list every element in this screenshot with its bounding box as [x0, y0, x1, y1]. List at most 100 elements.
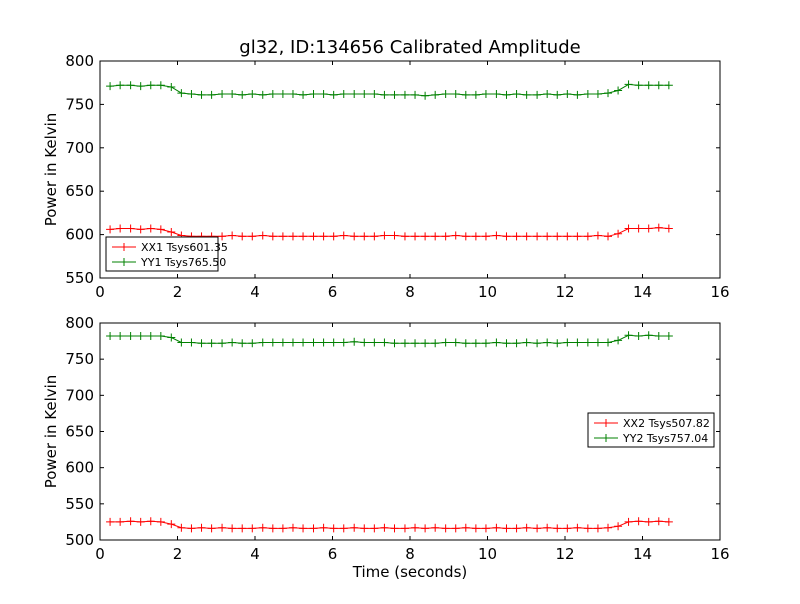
- data-point: [309, 232, 318, 241]
- data-point: [360, 232, 369, 241]
- data-point: [502, 232, 511, 241]
- data-point: [248, 232, 257, 241]
- data-point: [471, 524, 480, 533]
- data-point: [156, 81, 165, 90]
- legend-marker: [120, 258, 128, 266]
- data-point: [400, 90, 409, 99]
- series-2: [106, 80, 673, 100]
- data-point: [258, 231, 267, 240]
- data-point: [563, 89, 572, 98]
- data-point: [614, 229, 623, 238]
- series-1: [106, 517, 673, 533]
- data-point: [390, 339, 399, 348]
- data-point: [167, 83, 176, 92]
- data-point: [471, 339, 480, 348]
- data-point: [370, 524, 379, 533]
- data-point: [604, 523, 613, 532]
- data-point: [299, 338, 308, 347]
- legend-label: YY1 Tsys765.50: [140, 256, 226, 269]
- data-point: [177, 89, 186, 98]
- data-point: [116, 517, 125, 526]
- y-tick-label: 600: [65, 226, 94, 244]
- data-point: [654, 332, 663, 341]
- x-tick-label: 4: [250, 545, 260, 563]
- data-point: [644, 81, 653, 90]
- legend-marker: [602, 434, 610, 442]
- data-point: [664, 81, 673, 90]
- data-point: [583, 524, 592, 533]
- y-tick-label: 800: [65, 52, 94, 70]
- data-point: [654, 517, 663, 526]
- y-tick-label: 550: [65, 495, 94, 513]
- data-point: [502, 339, 511, 348]
- data-point: [431, 339, 440, 348]
- data-point: [146, 81, 155, 90]
- data-point: [533, 90, 542, 99]
- x-tick-label: 16: [710, 545, 729, 563]
- data-point: [299, 90, 308, 99]
- data-point: [492, 523, 501, 532]
- data-point: [126, 81, 135, 90]
- legend: XX1 Tsys601.35 YY1 Tsys765.50: [105, 236, 228, 272]
- data-point: [238, 232, 247, 241]
- data-point: [634, 517, 643, 526]
- data-point: [156, 225, 165, 234]
- x-tick-label: 6: [328, 545, 338, 563]
- data-point: [431, 232, 440, 241]
- data-point: [553, 232, 562, 241]
- y-tick-label: 800: [65, 314, 94, 332]
- data-point: [593, 338, 602, 347]
- data-point: [624, 331, 633, 340]
- series-line: [110, 520, 669, 529]
- data-point: [268, 338, 277, 347]
- data-point: [218, 232, 227, 241]
- data-point: [309, 89, 318, 98]
- data-point: [350, 89, 359, 98]
- data-point: [492, 231, 501, 240]
- data-point: [533, 524, 542, 533]
- data-point: [319, 232, 328, 241]
- data-point: [451, 231, 460, 240]
- data-point: [177, 338, 186, 347]
- data-point: [533, 232, 542, 241]
- data-point: [481, 524, 490, 533]
- subplot-1: 0 2 4 6 8 10 12 14 16 550 600 650 700 750 800 gl32, ID:…: [42, 37, 730, 301]
- data-point: [563, 338, 572, 347]
- data-point: [350, 232, 359, 241]
- data-point: [339, 89, 348, 98]
- data-point: [471, 232, 480, 241]
- data-point: [278, 338, 287, 347]
- data-point: [512, 232, 521, 241]
- data-point: [360, 524, 369, 533]
- data-point: [360, 89, 369, 98]
- data-point: [431, 90, 440, 99]
- data-point: [461, 523, 470, 532]
- data-point: [288, 232, 297, 241]
- data-point: [593, 89, 602, 98]
- data-point: [411, 90, 420, 99]
- data-point: [146, 332, 155, 341]
- data-point: [136, 82, 145, 91]
- data-point: [126, 517, 135, 526]
- data-point: [228, 89, 237, 98]
- data-point: [481, 232, 490, 241]
- data-point: [400, 232, 409, 241]
- x-tick-label: 2: [173, 283, 183, 301]
- data-point: [370, 89, 379, 98]
- data-point: [563, 232, 572, 241]
- data-point: [207, 524, 216, 533]
- data-point: [309, 524, 318, 533]
- data-point: [461, 90, 470, 99]
- x-tick-label: 0: [95, 545, 105, 563]
- data-point: [380, 338, 389, 347]
- data-point: [329, 524, 338, 533]
- data-point: [583, 89, 592, 98]
- data-point: [390, 231, 399, 240]
- legend-label: XX1 Tsys601.35: [141, 241, 228, 254]
- data-point: [421, 524, 430, 533]
- data-point: [360, 338, 369, 347]
- data-point: [218, 523, 227, 532]
- data-point: [258, 523, 267, 532]
- data-point: [329, 338, 338, 347]
- data-point: [614, 522, 623, 531]
